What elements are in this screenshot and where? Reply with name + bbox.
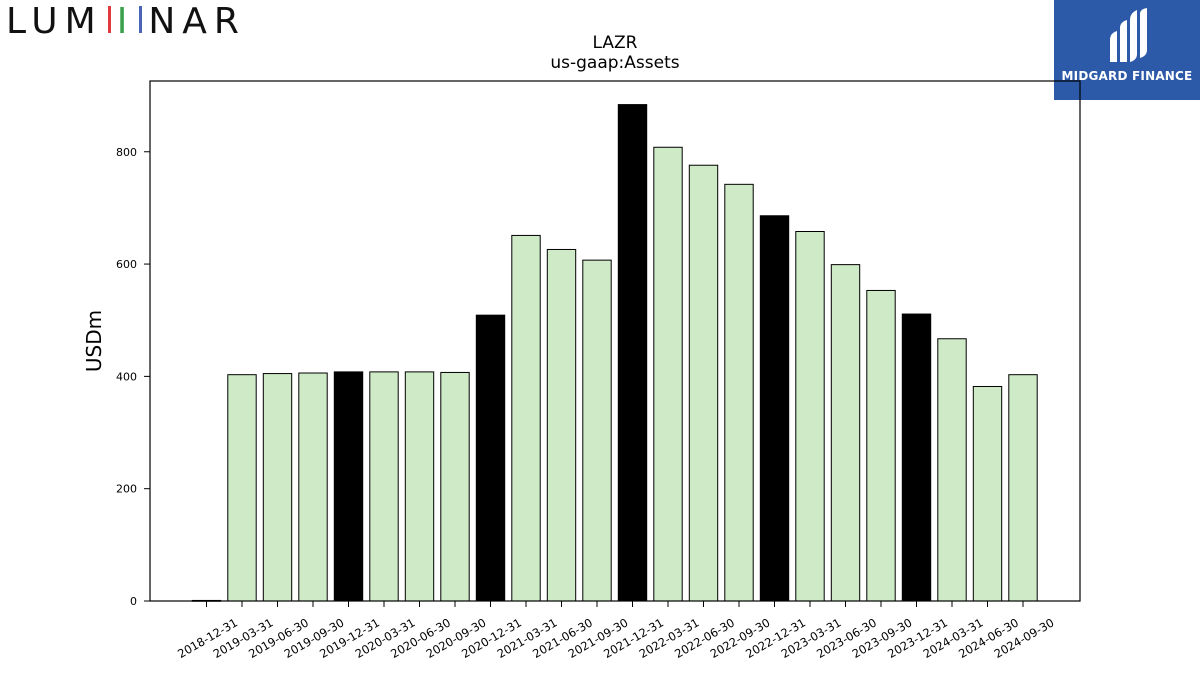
plot-frame <box>149 80 1081 602</box>
bar-2020-12-31 <box>475 314 506 602</box>
logo-letter: M <box>64 1 103 42</box>
y-tick-label: 800 <box>116 146 137 159</box>
y-tick-label: 200 <box>116 483 137 496</box>
logo-letter: N <box>148 1 183 42</box>
logo-letter: L <box>6 1 32 42</box>
logo-accent-bar <box>107 6 111 33</box>
bar-2019-06-30 <box>262 373 293 602</box>
chart-subtitle: us-gaap:Assets <box>550 53 679 73</box>
bar-2021-03-31 <box>511 234 541 602</box>
y-tick-label: 400 <box>116 370 137 383</box>
bar-2022-12-31 <box>759 215 790 602</box>
bar-2024-06-30 <box>972 385 1003 602</box>
y-axis-label: USDm <box>82 310 106 372</box>
y-tick-label: 0 <box>130 595 137 608</box>
bar-2020-06-30 <box>404 371 435 602</box>
logo-letter: R <box>213 1 246 42</box>
midgard-finance-logo: MIDGARD FINANCE <box>1054 0 1200 100</box>
bar-2019-09-30 <box>298 372 328 602</box>
bar-2021-12-31 <box>617 104 648 602</box>
y-tick-label: 600 <box>116 258 137 271</box>
logo-accent-bar <box>139 6 143 33</box>
bar-2022-09-30 <box>724 183 754 602</box>
logo-letter: I <box>116 1 135 42</box>
plot-area: 02004006008002018-12-312019-03-312019-06… <box>116 80 1081 661</box>
bar-2021-06-30 <box>546 248 577 602</box>
bar-2019-03-31 <box>227 374 257 602</box>
bar-2023-09-30 <box>866 289 896 602</box>
luminar-logo: LUM I NAR <box>6 4 246 40</box>
bar-2023-06-30 <box>830 264 861 602</box>
bar-2022-03-31 <box>653 146 683 602</box>
bar-2023-12-31 <box>901 313 932 602</box>
bar-2022-06-30 <box>688 164 719 602</box>
midgard-emblem-icon <box>1110 8 1147 62</box>
logo-letter: A <box>182 1 214 42</box>
bar-2021-09-30 <box>582 259 612 602</box>
bar-2019-12-31 <box>333 371 364 602</box>
bar-2024-03-31 <box>937 338 967 602</box>
bar-2020-03-31 <box>369 371 399 602</box>
bar-2023-03-31 <box>795 231 825 602</box>
logo-letter: U <box>31 1 65 42</box>
bar-2020-09-30 <box>440 371 470 602</box>
bar-2024-09-30 <box>1008 374 1038 602</box>
chart-title: LAZR <box>593 33 638 53</box>
midgard-finance-name: MIDGARD FINANCE <box>1061 69 1193 83</box>
